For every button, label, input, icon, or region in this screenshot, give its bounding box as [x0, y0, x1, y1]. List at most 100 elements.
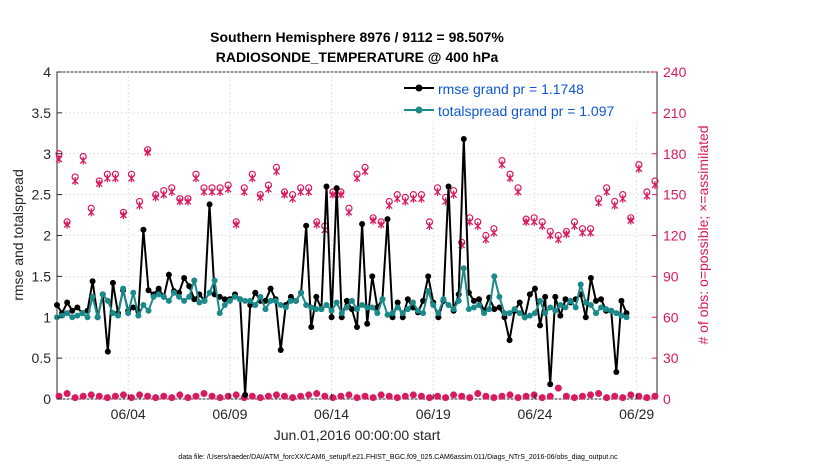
obs-assimilated-marker: [248, 174, 256, 183]
totalspread-point: [145, 307, 152, 314]
chart-subtitle: RADIOSONDE_TEMPERATURE @ 400 hPa: [216, 49, 499, 65]
rmse-point: [552, 293, 559, 300]
totalspread-point: [201, 297, 208, 304]
totalspread-point: [104, 297, 111, 304]
obs-bottom-marker: [409, 391, 417, 399]
obs-assimilated-marker: [530, 217, 538, 226]
obs-assimilated-marker: [490, 228, 498, 237]
obs-assimilated-marker: [337, 190, 345, 199]
totalspread-point: [170, 289, 177, 296]
totalspread-point: [206, 289, 213, 296]
rmse-point: [165, 271, 172, 278]
rmse-point: [618, 297, 625, 304]
rmse-point: [181, 275, 188, 282]
obs-assimilated-marker: [353, 174, 361, 183]
obs-assimilated-marker: [200, 187, 208, 196]
obs-assimilated-marker: [562, 230, 570, 239]
obs-assimilated-marker: [128, 174, 135, 183]
totalspread-point: [155, 291, 162, 298]
totalspread-point: [511, 306, 518, 313]
totalspread-point: [542, 310, 549, 317]
obs-assimilated-marker: [232, 220, 240, 229]
rmse-point: [313, 293, 320, 300]
totalspread-point: [394, 304, 401, 311]
rmse-point: [206, 201, 213, 208]
obs-assimilated-marker: [482, 235, 490, 244]
obs-assimilated-marker: [329, 190, 337, 199]
rmse-point: [69, 307, 76, 314]
totalspread-point: [262, 306, 269, 313]
y-tick-label: 0: [43, 391, 51, 407]
totalspread-point: [562, 304, 569, 311]
legend: rmse grand pr = 1.1748 totalspread grand…: [404, 77, 652, 121]
obs-assimilated-marker: [627, 216, 635, 225]
x-axis-label: Jun.01,2016 00:00:00 start: [274, 427, 441, 443]
rmse-point: [267, 285, 274, 292]
totalspread-point: [333, 299, 340, 306]
totalspread-point: [292, 297, 299, 304]
x-tick-label: 06/24: [517, 406, 552, 422]
totalspread-point: [125, 310, 132, 317]
rmse-point: [323, 183, 330, 190]
obs-assimilated-marker: [506, 174, 514, 183]
obs-bottom-marker: [643, 394, 651, 402]
totalspread-point: [186, 293, 193, 300]
obs-assimilated-marker: [426, 221, 433, 230]
obs-bottom-marker: [176, 391, 184, 399]
obs-assimilated-marker: [87, 208, 95, 217]
obs-assimilated-marker: [603, 187, 611, 196]
obs-bottom-marker: [434, 392, 442, 400]
obs-assimilated-marker: [313, 220, 321, 229]
obs-assimilated-marker: [281, 190, 288, 199]
legend-spread-label: totalspread grand pr = 1.097: [438, 103, 615, 119]
totalspread-point: [89, 293, 96, 300]
totalspread-point: [572, 304, 579, 311]
totalspread-point: [135, 312, 142, 319]
obs-bottom-marker: [546, 392, 554, 400]
rmse-point: [587, 275, 594, 282]
obs-bottom-marker: [95, 392, 103, 400]
totalspread-point: [323, 301, 330, 308]
obs-assimilated-marker: [409, 194, 417, 203]
totalspread-point: [608, 307, 615, 314]
obs-assimilated-marker: [208, 187, 216, 196]
obs-bottom-marker: [248, 392, 256, 400]
y-right-tick-label: 120: [663, 228, 687, 244]
rmse-point: [54, 301, 60, 308]
y-tick-label: 3.5: [32, 105, 52, 121]
totalspread-point: [603, 306, 610, 313]
obs-assimilated-marker: [587, 228, 595, 237]
totalspread-point: [354, 306, 360, 313]
totalspread-point: [547, 304, 554, 311]
obs-bottom-marker: [321, 392, 329, 400]
totalspread-point: [481, 310, 488, 317]
totalspread-point: [287, 297, 294, 304]
obs-assimilated-marker: [466, 217, 474, 226]
rmse-point: [104, 348, 111, 355]
obs-assimilated-marker: [514, 187, 522, 196]
obs-assimilated-marker: [450, 190, 458, 199]
obs-assimilated-marker: [136, 201, 144, 210]
totalspread-point: [140, 301, 147, 308]
obs-bottom-marker: [232, 391, 240, 399]
totalspread-point: [272, 297, 279, 304]
totalspread-point: [191, 277, 198, 284]
totalspread-point: [150, 293, 157, 300]
totalspread-point: [247, 297, 254, 304]
obs-bottom-marker: [208, 392, 216, 400]
rmse-point: [445, 183, 452, 190]
obs-assimilated-marker: [63, 220, 71, 229]
rmse-point: [140, 226, 147, 233]
totalspread-point: [343, 304, 350, 311]
totalspread-point: [389, 310, 396, 317]
rmse-point: [592, 297, 599, 304]
obs-assimilated-marker: [361, 167, 369, 176]
y-tick-label: 2.5: [32, 187, 52, 203]
obs-bottom-marker: [119, 391, 127, 399]
obs-bottom-marker: [305, 391, 313, 399]
totalspread-point: [516, 310, 523, 317]
totalspread-point: [430, 301, 437, 308]
obs-markers: [55, 146, 659, 402]
obs-bottom-marker: [264, 392, 272, 400]
totalspread-point: [318, 306, 325, 313]
